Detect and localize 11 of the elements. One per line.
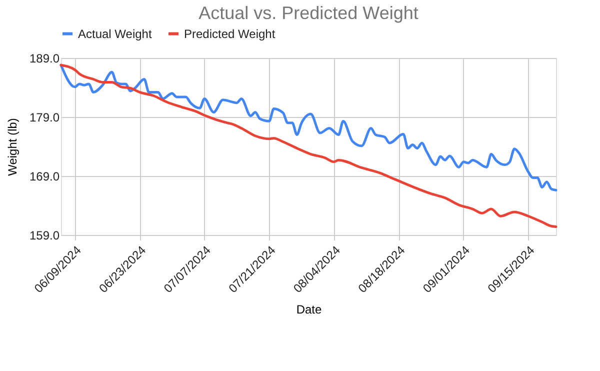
- y-tick-label: 169.0: [29, 170, 60, 184]
- y-tick-label: 179.0: [29, 110, 60, 124]
- x-axis-title: Date: [296, 302, 322, 317]
- y-tick-label: 159.0: [29, 228, 60, 242]
- y-axis-title: Weight (lb): [5, 118, 20, 176]
- legend-label: Predicted Weight: [184, 26, 276, 41]
- line-series: [60, 64, 558, 228]
- line-series: [60, 64, 558, 192]
- y-tick-label: 189.0: [29, 52, 60, 66]
- chart-title: Actual vs. Predicted Weight: [198, 3, 418, 23]
- legend-label: Actual Weight: [78, 26, 152, 41]
